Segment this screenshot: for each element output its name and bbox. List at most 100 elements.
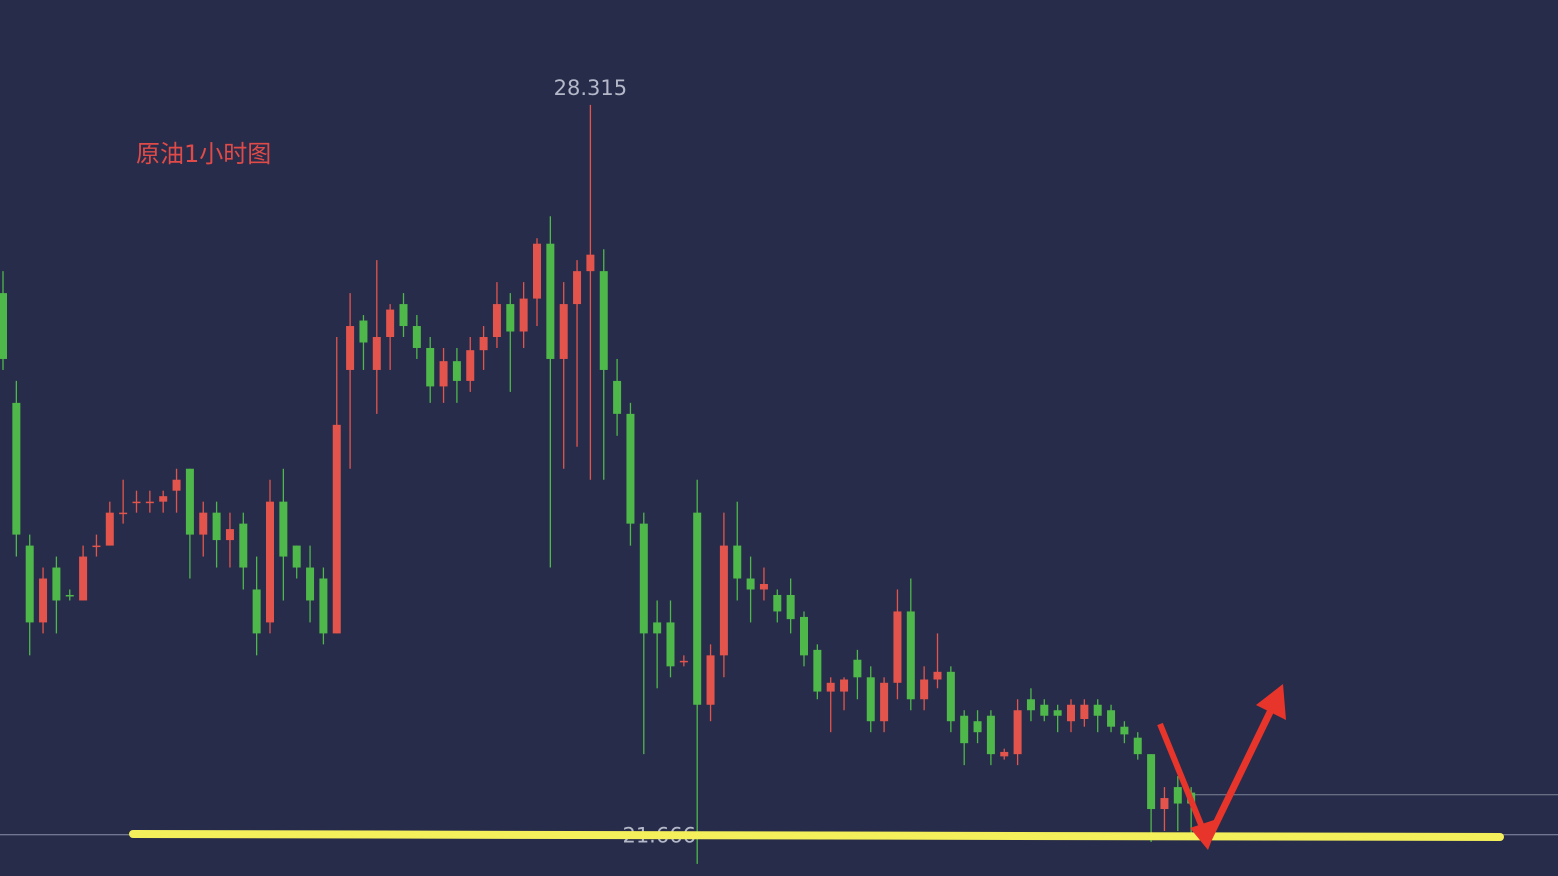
candle-body bbox=[800, 616, 808, 656]
candle-body bbox=[412, 326, 421, 348]
candle-body bbox=[292, 545, 301, 568]
plot-area: 28.31521.666 bbox=[0, 76, 1558, 864]
candle-body bbox=[319, 578, 328, 634]
candle-body bbox=[1133, 737, 1142, 755]
chart-title: 原油1小时图 bbox=[136, 140, 271, 168]
candle-body bbox=[1026, 699, 1035, 711]
candle-body bbox=[746, 578, 755, 590]
candle-body bbox=[653, 622, 662, 634]
candle-body bbox=[159, 496, 168, 502]
candle-body bbox=[1000, 751, 1009, 757]
candle-body bbox=[199, 512, 208, 535]
candle-body bbox=[893, 611, 902, 683]
candle-body bbox=[866, 677, 875, 722]
candle-body bbox=[773, 594, 782, 612]
candle-body bbox=[266, 501, 274, 623]
support-line bbox=[129, 830, 1504, 841]
up-arrow bbox=[1204, 706, 1276, 842]
candle-body bbox=[426, 347, 435, 387]
candle-body bbox=[439, 361, 448, 387]
candle-body bbox=[399, 304, 408, 327]
candle-body bbox=[920, 679, 929, 700]
candle-body bbox=[599, 271, 608, 370]
candle-body bbox=[506, 304, 515, 332]
candle-body bbox=[1013, 710, 1022, 755]
candle-body bbox=[1080, 704, 1089, 720]
down-arrow bbox=[1157, 722, 1207, 834]
candle-body bbox=[880, 682, 889, 722]
candle-body bbox=[759, 584, 768, 590]
candle-body bbox=[960, 715, 969, 744]
annotations bbox=[129, 684, 1504, 850]
candle-body bbox=[853, 659, 862, 678]
candle-body bbox=[119, 512, 128, 515]
candle-body bbox=[933, 671, 942, 680]
candle-body bbox=[359, 320, 368, 343]
candle-body bbox=[0, 293, 7, 359]
candle-body bbox=[840, 679, 849, 692]
candle-body bbox=[279, 501, 288, 557]
candle-body bbox=[706, 655, 715, 705]
candle-body bbox=[346, 326, 355, 370]
candle-body bbox=[39, 578, 48, 623]
candle-body bbox=[1040, 704, 1049, 716]
up-arrow-head bbox=[1256, 684, 1286, 720]
candle-body bbox=[1160, 798, 1169, 810]
candle-body bbox=[239, 523, 248, 568]
candle-body bbox=[225, 529, 234, 541]
candle-body bbox=[626, 413, 635, 524]
candle-body bbox=[666, 622, 675, 667]
candle-body bbox=[1067, 704, 1075, 722]
candle-body bbox=[1147, 754, 1156, 810]
candle-body bbox=[479, 337, 488, 351]
candle-body bbox=[105, 512, 114, 546]
candle-body bbox=[586, 254, 595, 272]
candle-body bbox=[52, 567, 61, 601]
candle-body bbox=[906, 611, 915, 700]
candle-body bbox=[559, 304, 568, 359]
candle-body bbox=[172, 479, 181, 491]
candle-body bbox=[1107, 710, 1116, 727]
candle-body bbox=[546, 243, 555, 359]
candle-body bbox=[693, 512, 702, 705]
candle-body bbox=[826, 682, 835, 692]
candle-body bbox=[813, 649, 822, 692]
candle-body bbox=[1173, 787, 1182, 804]
candle-body bbox=[613, 380, 622, 414]
candle-body bbox=[733, 545, 742, 579]
candle-body bbox=[533, 243, 541, 299]
candle-body bbox=[185, 468, 194, 535]
candle-body bbox=[386, 309, 395, 338]
candle-body bbox=[492, 304, 501, 338]
candle-body bbox=[573, 271, 582, 305]
candle-body bbox=[946, 671, 955, 722]
candle-body bbox=[145, 501, 154, 504]
candle-body bbox=[1053, 710, 1062, 716]
candle-body bbox=[639, 523, 648, 634]
candle-body bbox=[332, 424, 341, 634]
candle-body bbox=[466, 350, 475, 381]
candle-body bbox=[79, 556, 88, 601]
candle-body bbox=[986, 715, 995, 755]
candle-body bbox=[1093, 704, 1102, 716]
candle-body bbox=[92, 545, 101, 548]
max-price-label: 28.315 bbox=[554, 76, 627, 100]
candle-body bbox=[65, 594, 74, 597]
candle-body bbox=[719, 545, 728, 656]
candle-body bbox=[973, 721, 982, 733]
candle-body bbox=[132, 501, 141, 504]
candle-body bbox=[1120, 726, 1129, 735]
candle-body bbox=[12, 402, 21, 535]
candle-body bbox=[519, 298, 528, 332]
candle-body bbox=[212, 512, 221, 541]
candle-body bbox=[679, 660, 688, 663]
candle-body bbox=[786, 594, 795, 620]
candle-body bbox=[452, 361, 461, 381]
candle-body bbox=[306, 567, 315, 601]
candle-body bbox=[252, 589, 261, 634]
candle-body bbox=[25, 545, 34, 623]
candle-body bbox=[372, 337, 381, 370]
